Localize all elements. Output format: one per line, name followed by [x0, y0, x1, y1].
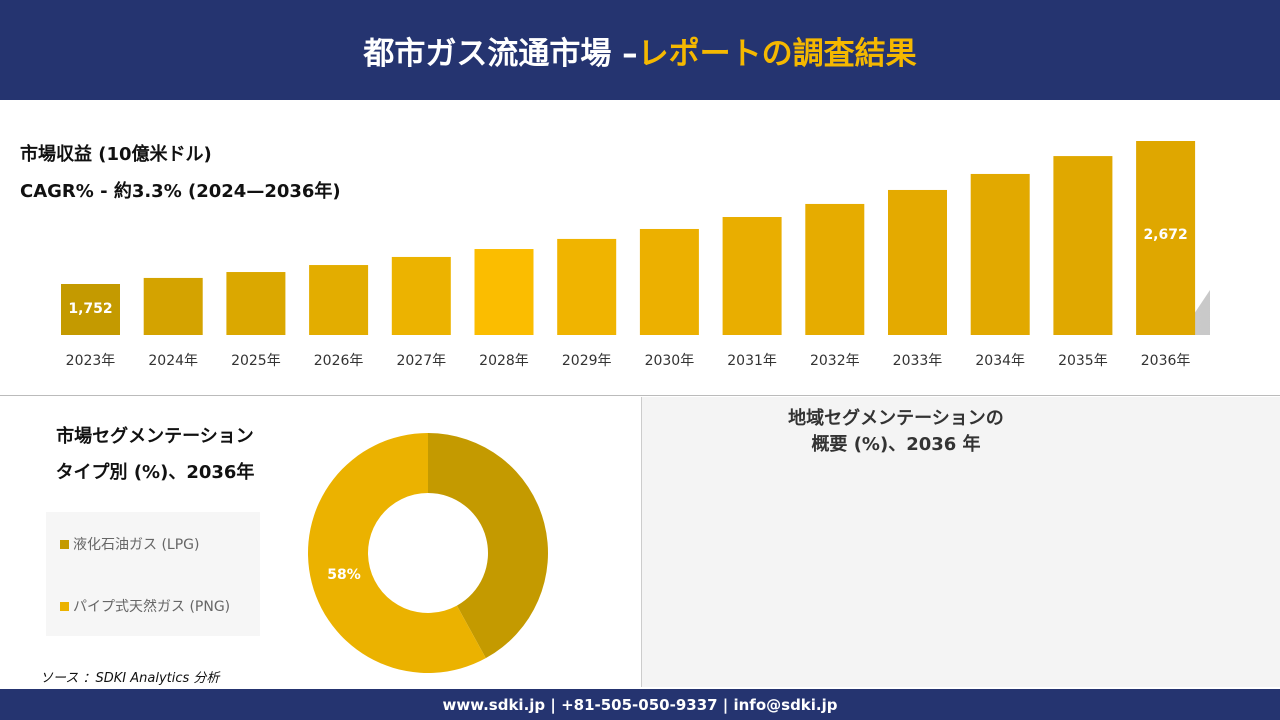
revenue-bar: [391, 256, 451, 335]
revenue-bar: [1053, 156, 1113, 335]
footer-contact: www.sdki.jp | +81-505-050-9337 | info@sd…: [0, 689, 1280, 720]
region-chart-title-1: 地域セグメンテーションの: [788, 408, 1004, 429]
revenue-bar: [309, 265, 369, 335]
donut-legend: 液化石油ガス (LPG) パイプ式天然ガス (PNG): [46, 512, 260, 636]
segment-chart-title-1: 市場セグメンテーション: [56, 426, 254, 447]
page-title: 都市ガス流通市場 –: [363, 35, 638, 72]
revenue-bar: [226, 272, 286, 335]
legend-swatch: [60, 539, 69, 549]
divider: [0, 395, 1280, 396]
year-label: 2027年: [396, 353, 446, 369]
revenue-chart-title: 市場収益 (10億米ドル): [20, 144, 212, 165]
header-banner: 都市ガス流通市場 – レポートの調査結果: [0, 0, 1280, 100]
bar-data-label: 1,752: [68, 301, 112, 317]
source-note: ソース ：SDKI Analytics 分析: [40, 671, 220, 686]
year-label: 2036年: [1141, 353, 1191, 369]
year-label: 2035年: [1058, 353, 1108, 369]
segment-chart-title-2: タイプ別 (%)、2036年: [55, 462, 255, 483]
page-title-accent: レポートの調査結果: [637, 35, 917, 72]
year-label: 2028年: [479, 353, 529, 369]
revenue-bar: [61, 284, 120, 335]
revenue-bar: [888, 189, 947, 335]
year-label: 2023年: [66, 353, 116, 369]
year-label: 2030年: [645, 353, 695, 369]
revenue-bar: [1136, 141, 1196, 335]
revenue-bar: [143, 277, 203, 335]
revenue-chart-subtitle: CAGR% - 約3.3% (2024—2036年): [20, 181, 341, 202]
legend-label: 液化石油ガス (LPG): [73, 537, 200, 553]
year-label: 2025年: [231, 353, 281, 369]
year-label: 2032年: [810, 353, 860, 369]
region-panel: [641, 397, 1280, 687]
donut-data-label: 58%: [327, 567, 361, 583]
donut-slice: [428, 433, 548, 659]
legend-item-lpg: 液化石油ガス (LPG): [60, 534, 199, 554]
region-chart-title-2: 概要 (%)、2036 年: [811, 434, 981, 455]
revenue-bar: [474, 249, 534, 335]
year-label: 2033年: [893, 353, 943, 369]
revenue-bar: [970, 173, 1030, 335]
revenue-bar: [722, 217, 782, 335]
donut-slice: [308, 433, 486, 674]
legend-label: パイプ式天然ガス (PNG): [73, 599, 231, 615]
year-label: 2024年: [148, 353, 198, 369]
revenue-bar: [557, 238, 617, 335]
year-label: 2026年: [314, 353, 364, 369]
revenue-bar: [805, 203, 865, 335]
bar-data-label: 2,672: [1143, 227, 1187, 243]
year-label: 2034年: [975, 353, 1025, 369]
year-label: 2031年: [727, 353, 777, 369]
year-label: 2029年: [562, 353, 612, 369]
legend-item-png: パイプ式天然ガス (PNG): [60, 596, 230, 616]
legend-swatch: [60, 601, 69, 611]
revenue-bar: [639, 228, 699, 335]
